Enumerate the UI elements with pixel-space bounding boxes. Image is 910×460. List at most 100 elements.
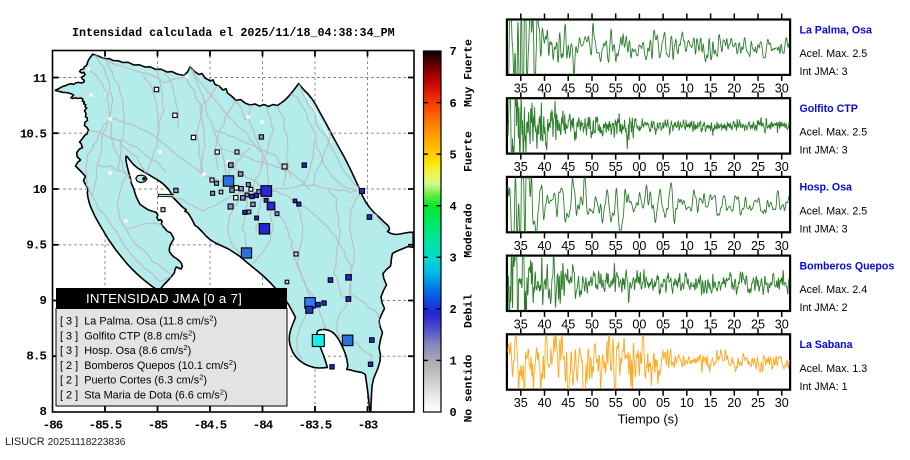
svg-text:55: 55 xyxy=(609,81,623,95)
svg-text:05: 05 xyxy=(656,318,670,332)
svg-text:45: 45 xyxy=(561,239,575,253)
svg-text:8.5: 8.5 xyxy=(26,350,46,364)
svg-text:55: 55 xyxy=(609,160,623,174)
svg-text:-83.5: -83.5 xyxy=(299,419,332,433)
svg-text:10: 10 xyxy=(33,183,47,197)
svg-text:7: 7 xyxy=(450,45,457,59)
svg-text:Int JMA: 2: Int JMA: 2 xyxy=(800,302,848,314)
svg-text:25: 25 xyxy=(751,396,765,410)
svg-text:25: 25 xyxy=(751,160,765,174)
svg-text:40: 40 xyxy=(537,81,551,95)
svg-text:Acel. Max. 2.5: Acel. Max. 2.5 xyxy=(800,205,868,217)
svg-text:Muy Fuerte: Muy Fuerte xyxy=(464,39,476,107)
svg-text:Debil: Debil xyxy=(464,294,476,328)
svg-text:[ 2 ] Bomberos Quepos (10.1 c: [ 2 ] Bomberos Quepos (10.1 cm/s2) xyxy=(60,358,237,372)
svg-text:55: 55 xyxy=(609,239,623,253)
svg-text:Int JMA: 3: Int JMA: 3 xyxy=(800,145,848,157)
svg-text:-85.5: -85.5 xyxy=(89,419,122,433)
svg-text:INTENSIDAD JMA [0 a 7]: INTENSIDAD JMA [0 a 7] xyxy=(86,291,242,306)
svg-text:La Sabana: La Sabana xyxy=(800,339,853,351)
svg-text:25: 25 xyxy=(751,239,765,253)
svg-text:25: 25 xyxy=(751,81,765,95)
svg-text:00: 00 xyxy=(632,318,646,332)
svg-text:15: 15 xyxy=(704,81,718,95)
svg-text:-86: -86 xyxy=(43,419,63,433)
svg-text:[ 2 ] Puerto Cortes (6.3 cm/s: [ 2 ] Puerto Cortes (6.3 cm/s2) xyxy=(60,373,207,387)
svg-text:35: 35 xyxy=(514,160,528,174)
svg-text:50: 50 xyxy=(585,239,599,253)
svg-text:9.5: 9.5 xyxy=(26,239,46,253)
svg-text:35: 35 xyxy=(514,318,528,332)
svg-text:Int JMA: 3: Int JMA: 3 xyxy=(800,223,848,235)
svg-text:15: 15 xyxy=(704,396,718,410)
svg-text:10: 10 xyxy=(680,160,694,174)
svg-text:40: 40 xyxy=(537,239,551,253)
svg-text:10: 10 xyxy=(680,239,694,253)
svg-text:55: 55 xyxy=(609,318,623,332)
svg-text:10.5: 10.5 xyxy=(20,128,47,142)
svg-text:30: 30 xyxy=(775,81,789,95)
svg-text:Bomberos Quepos: Bomberos Quepos xyxy=(800,260,895,272)
svg-text:15: 15 xyxy=(704,239,718,253)
svg-text:9: 9 xyxy=(39,294,46,308)
svg-text:Hosp. Osa: Hosp. Osa xyxy=(800,182,853,194)
svg-text:30: 30 xyxy=(775,239,789,253)
svg-text:Int JMA: 3: Int JMA: 3 xyxy=(800,66,848,78)
svg-text:45: 45 xyxy=(561,160,575,174)
svg-text:Fuerte: Fuerte xyxy=(464,131,476,172)
svg-text:00: 00 xyxy=(632,81,646,95)
svg-text:4: 4 xyxy=(450,200,457,214)
svg-text:20: 20 xyxy=(727,81,741,95)
svg-text:40: 40 xyxy=(537,396,551,410)
svg-text:20: 20 xyxy=(727,239,741,253)
svg-text:00: 00 xyxy=(632,239,646,253)
svg-text:30: 30 xyxy=(775,318,789,332)
svg-text:[ 3 ] Hosp. Osa (8.6 cm/s2): [ 3 ] Hosp. Osa (8.6 cm/s2) xyxy=(60,343,191,357)
svg-text:11: 11 xyxy=(33,72,47,86)
svg-text:2: 2 xyxy=(450,303,457,317)
svg-text:55: 55 xyxy=(609,396,623,410)
svg-text:30: 30 xyxy=(775,396,789,410)
svg-text:3: 3 xyxy=(450,252,457,266)
svg-text:Intensidad calculada el 2025/1: Intensidad calculada el 2025/11/18_04:38… xyxy=(72,26,395,40)
svg-text:10: 10 xyxy=(680,318,694,332)
svg-text:Int JMA: 1: Int JMA: 1 xyxy=(800,381,848,393)
svg-text:45: 45 xyxy=(561,396,575,410)
svg-text:[ 3 ] Golfito CTP (8.8 cm/s2): [ 3 ] Golfito CTP (8.8 cm/s2) xyxy=(60,328,196,342)
svg-text:00: 00 xyxy=(632,396,646,410)
svg-text:10: 10 xyxy=(680,396,694,410)
svg-text:20: 20 xyxy=(727,160,741,174)
svg-text:00: 00 xyxy=(632,160,646,174)
svg-text:15: 15 xyxy=(704,160,718,174)
svg-text:35: 35 xyxy=(514,81,528,95)
svg-text:Moderado: Moderado xyxy=(464,203,476,257)
svg-text:35: 35 xyxy=(514,396,528,410)
svg-text:50: 50 xyxy=(585,81,599,95)
svg-text:25: 25 xyxy=(751,318,765,332)
svg-text:05: 05 xyxy=(656,81,670,95)
svg-text:0: 0 xyxy=(450,406,457,420)
svg-text:15: 15 xyxy=(704,318,718,332)
svg-text:La Palma, Osa: La Palma, Osa xyxy=(800,24,873,36)
svg-text:Acel. Max. 2.5: Acel. Max. 2.5 xyxy=(800,127,868,139)
svg-text:Tiempo (s): Tiempo (s) xyxy=(618,412,679,427)
svg-text:20: 20 xyxy=(727,396,741,410)
svg-text:30: 30 xyxy=(775,160,789,174)
svg-text:50: 50 xyxy=(585,396,599,410)
svg-text:1: 1 xyxy=(450,355,457,369)
svg-text:40: 40 xyxy=(537,160,551,174)
svg-text:05: 05 xyxy=(656,396,670,410)
svg-text:-83: -83 xyxy=(358,419,378,433)
svg-text:-84: -84 xyxy=(253,419,274,433)
svg-text:Acel. Max. 2.5: Acel. Max. 2.5 xyxy=(800,48,868,60)
svg-text:45: 45 xyxy=(561,81,575,95)
svg-text:35: 35 xyxy=(514,239,528,253)
svg-text:5: 5 xyxy=(450,148,457,162)
svg-text:LISUCR 20251118223836: LISUCR 20251118223836 xyxy=(5,436,126,448)
svg-text:05: 05 xyxy=(656,160,670,174)
svg-text:[ 3 ] La Palma. Osa (11.8 cm/: [ 3 ] La Palma. Osa (11.8 cm/s2) xyxy=(60,314,217,328)
svg-text:8: 8 xyxy=(39,405,46,419)
svg-text:Golfito CTP: Golfito CTP xyxy=(800,103,858,115)
svg-text:6: 6 xyxy=(450,97,457,111)
svg-text:50: 50 xyxy=(585,318,599,332)
